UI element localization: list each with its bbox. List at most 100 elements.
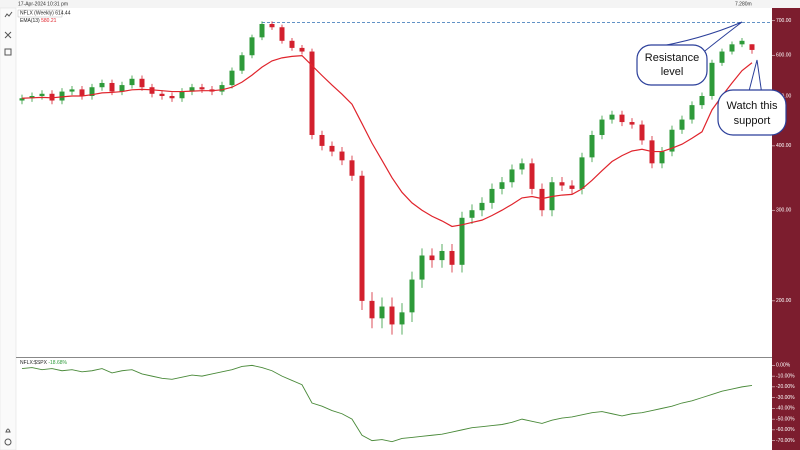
y-tick-label: 600.00 [776, 53, 792, 59]
candle-body [509, 169, 515, 183]
candle-body [479, 202, 485, 211]
candle-body [419, 255, 425, 280]
candle-body [499, 182, 505, 189]
candle-body [489, 188, 495, 203]
candle-body [259, 23, 265, 38]
annotation: Resistance level [645, 52, 699, 78]
candle-body [309, 51, 315, 135]
candle-body [439, 250, 445, 261]
candle-body [109, 82, 115, 92]
candle-body [559, 182, 565, 186]
y-tick-label: 400.00 [776, 143, 792, 149]
candle-body [609, 114, 615, 120]
annotation: Watch this support [727, 100, 778, 127]
candle-body [719, 51, 725, 63]
icon-layout[interactable] [4, 48, 12, 56]
icon-tools[interactable] [4, 31, 12, 39]
candle-body [449, 250, 455, 265]
candle-body [699, 96, 705, 106]
callouts: Resistance level Watch this support [636, 21, 787, 136]
candle-body [739, 40, 745, 45]
legend-value: 614.44 [55, 11, 71, 17]
candle-body [639, 124, 645, 141]
candle-body [429, 255, 435, 261]
candle-body [619, 114, 625, 123]
candle-body [399, 312, 405, 325]
icon-chart[interactable] [4, 11, 13, 18]
callout-pointer [747, 59, 763, 96]
left-toolbar [0, 7, 17, 450]
candle-body [579, 157, 585, 189]
candle-body [49, 93, 55, 101]
candle-body [329, 145, 335, 152]
candle-body [149, 87, 155, 94]
candle-body [339, 151, 345, 161]
y-tick-label: -40.00% [776, 406, 795, 412]
volume: 7.280m [735, 1, 752, 7]
legend-value: -18.68% [48, 360, 67, 366]
candle-body [29, 96, 35, 99]
candle-body [19, 98, 25, 101]
legend-label: NFLX:$SPX [20, 360, 48, 366]
candle-body [69, 89, 75, 92]
toolbar-icons [4, 11, 13, 446]
candle-body [409, 279, 415, 313]
y-tick-label: -10.00% [776, 373, 795, 379]
candle-body [139, 78, 145, 88]
y-tick-label: -60.00% [776, 427, 795, 433]
legend-entry: NFLX:$SPX -18.68% [20, 360, 68, 366]
candle-body [629, 122, 635, 125]
y-tick-label: -20.00% [776, 384, 795, 390]
candle-body [79, 89, 85, 97]
ema-line [21, 54, 753, 228]
y-tick-label: 700.00 [776, 18, 792, 24]
datetime: 17-Apr-2024 10:31 pm [18, 1, 68, 7]
candle-body [689, 105, 695, 120]
candle-body [59, 91, 65, 101]
candle-body [469, 210, 475, 218]
candle-body [659, 151, 665, 164]
price-axis [772, 8, 800, 450]
candle-body [749, 44, 755, 50]
ratio-line [21, 364, 753, 443]
candle-body [279, 27, 285, 41]
legend-label: NFLX (Weekly) [20, 11, 54, 17]
candle-body [199, 87, 205, 90]
candle-body [289, 40, 295, 48]
legend-label: EMA(13) [20, 18, 40, 24]
candle-body [599, 119, 605, 135]
candle-body [99, 82, 105, 88]
candle-body [539, 188, 545, 211]
callout-bubble [717, 89, 787, 136]
y-tick-label: 200.00 [776, 298, 792, 304]
candle-body [39, 93, 45, 97]
legend-entry: NFLX (Weekly) 614.44 [20, 11, 71, 17]
y-tick-label: 0.00% [776, 363, 791, 369]
y-tick-label: -50.00% [776, 416, 795, 422]
top-bar [0, 0, 800, 8]
y-tick-label: 300.00 [776, 208, 792, 214]
candle-body [219, 85, 225, 92]
y-tick-label: -30.00% [776, 395, 795, 401]
candle-body [239, 55, 245, 71]
candle-body [459, 217, 465, 265]
candle-body [589, 134, 595, 158]
candle-body [379, 306, 385, 319]
candle-body [159, 93, 165, 97]
candle-body [569, 185, 575, 189]
icon-alert[interactable] [5, 428, 11, 433]
candle-body [389, 306, 395, 325]
candle-body [359, 175, 365, 301]
candle-body [299, 47, 305, 52]
candle-body [319, 134, 325, 146]
candle-body [679, 119, 685, 130]
candle-body [119, 85, 125, 92]
candle-body [529, 163, 535, 189]
candle-body [369, 300, 375, 319]
candle-body [129, 78, 135, 86]
legend-value: 580.21 [41, 18, 57, 24]
icon-settings[interactable] [4, 438, 12, 446]
legend-box [17, 9, 63, 18]
